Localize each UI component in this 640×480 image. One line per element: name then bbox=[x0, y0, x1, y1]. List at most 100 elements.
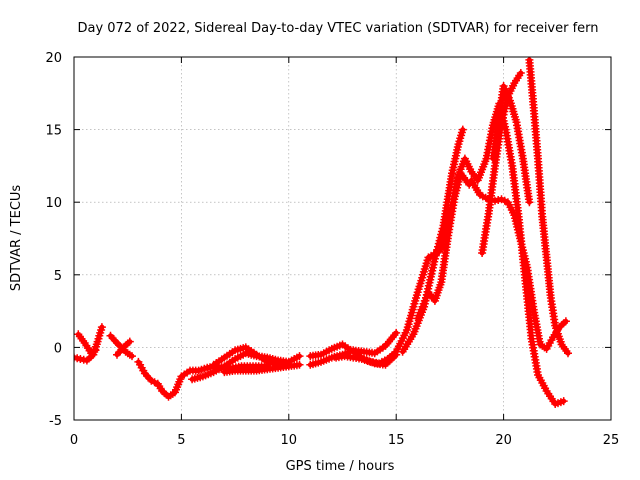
data-point bbox=[433, 299, 437, 303]
data-point bbox=[459, 171, 463, 175]
data-point bbox=[525, 265, 529, 270]
data-point bbox=[456, 142, 461, 146]
data-point bbox=[441, 223, 446, 228]
data-point bbox=[297, 363, 302, 367]
data-point bbox=[149, 379, 153, 383]
data-point bbox=[351, 355, 355, 360]
data-point bbox=[433, 257, 437, 261]
data-point bbox=[566, 351, 570, 355]
data-point bbox=[78, 357, 83, 361]
data-point bbox=[93, 348, 98, 352]
data-point bbox=[196, 369, 201, 373]
data-point bbox=[115, 353, 119, 357]
data-point bbox=[233, 369, 237, 373]
data-point bbox=[508, 98, 512, 103]
data-point bbox=[469, 178, 473, 183]
data-point bbox=[265, 360, 269, 364]
data-point bbox=[493, 199, 497, 203]
data-point bbox=[373, 351, 377, 355]
data-point bbox=[179, 374, 183, 379]
chart-title: Day 072 of 2022, Sidereal Day-to-day VTE… bbox=[77, 21, 598, 36]
series-arc-2 bbox=[74, 330, 100, 358]
data-point bbox=[83, 341, 87, 345]
data-point bbox=[504, 128, 508, 132]
data-point bbox=[426, 255, 431, 259]
series-arc-4 bbox=[113, 337, 134, 359]
data-point bbox=[188, 369, 192, 373]
data-point bbox=[532, 308, 536, 312]
data-point bbox=[536, 157, 540, 161]
data-point bbox=[143, 371, 147, 376]
data-point bbox=[201, 374, 205, 379]
data-point bbox=[287, 364, 291, 368]
data-point bbox=[343, 354, 347, 358]
data-point bbox=[499, 197, 504, 201]
data-point bbox=[401, 350, 405, 354]
data-point bbox=[173, 390, 177, 395]
data-point bbox=[559, 342, 564, 347]
data-point bbox=[297, 354, 302, 358]
data-point bbox=[205, 366, 209, 370]
data-point bbox=[190, 377, 194, 381]
x-tick-label: 10 bbox=[281, 433, 298, 448]
data-point bbox=[308, 354, 312, 358]
data-point bbox=[506, 200, 510, 204]
series-arc-13 bbox=[413, 169, 474, 323]
series-arc-1 bbox=[74, 323, 106, 365]
data-point bbox=[514, 120, 519, 124]
data-point bbox=[319, 353, 323, 357]
data-point bbox=[128, 339, 132, 344]
data-point bbox=[461, 128, 465, 132]
data-point bbox=[544, 347, 549, 351]
data-point bbox=[276, 366, 280, 370]
series-arc-12 bbox=[398, 125, 467, 356]
data-point bbox=[89, 351, 93, 355]
data-point bbox=[439, 280, 443, 284]
data-point bbox=[486, 212, 491, 216]
data-point bbox=[512, 81, 516, 85]
data-point bbox=[467, 183, 471, 187]
data-point bbox=[476, 178, 480, 183]
data-point bbox=[276, 358, 280, 363]
y-axis-label: SDTVAR / TECUs bbox=[9, 185, 24, 292]
data-point bbox=[478, 193, 482, 197]
data-point bbox=[502, 84, 506, 88]
data-point bbox=[519, 71, 523, 75]
data-point bbox=[121, 345, 126, 349]
x-tick-label: 25 bbox=[603, 433, 620, 448]
data-point bbox=[166, 395, 171, 399]
data-point bbox=[553, 324, 557, 328]
data-point bbox=[519, 239, 523, 244]
data-point bbox=[368, 360, 373, 364]
data-point bbox=[394, 350, 398, 354]
data-point bbox=[96, 339, 100, 344]
data-point bbox=[529, 337, 534, 341]
data-point bbox=[544, 389, 549, 393]
data-point bbox=[532, 106, 536, 110]
data-point bbox=[308, 363, 312, 367]
data-point bbox=[450, 171, 454, 175]
x-tick-label: 20 bbox=[495, 433, 512, 448]
data-point bbox=[512, 213, 516, 217]
data-point bbox=[538, 342, 542, 347]
data-point bbox=[521, 157, 525, 161]
data-point bbox=[136, 360, 141, 364]
plot-frame bbox=[73, 56, 612, 421]
data-point bbox=[544, 255, 549, 259]
data-point bbox=[405, 328, 409, 332]
data-point bbox=[351, 348, 355, 352]
data-point bbox=[377, 361, 381, 365]
data-point bbox=[484, 157, 489, 161]
data-point bbox=[469, 170, 473, 174]
data-point bbox=[244, 351, 248, 355]
data-point bbox=[334, 355, 338, 360]
data-point bbox=[383, 344, 388, 348]
y-tick-label: -5 bbox=[49, 414, 62, 429]
x-tick-label: 5 bbox=[177, 433, 185, 448]
series-markers bbox=[332, 99, 568, 408]
data-point bbox=[254, 353, 259, 357]
data-point bbox=[416, 316, 420, 320]
data-point bbox=[212, 363, 216, 367]
data-point bbox=[426, 290, 431, 294]
data-point bbox=[463, 157, 467, 161]
